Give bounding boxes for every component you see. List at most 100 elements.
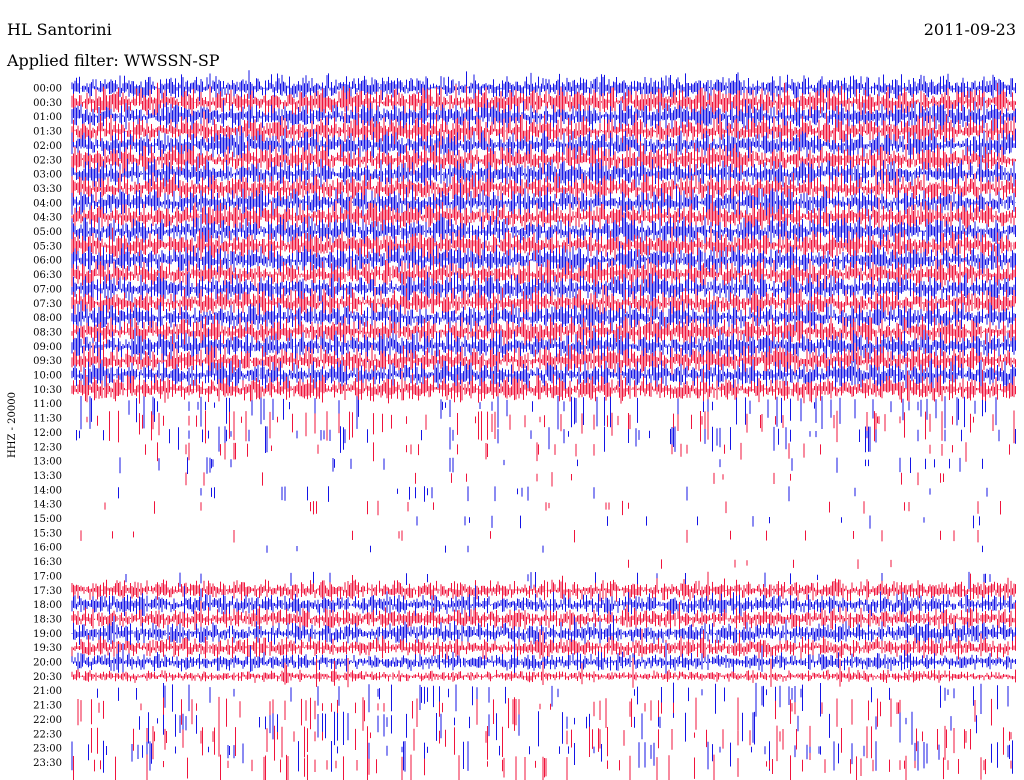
time-tick-1300: 13:00 [33,457,62,468]
time-tick-0200: 02:00 [33,141,62,152]
time-tick-0000: 00:00 [33,84,62,95]
trace-0530 [71,227,1016,263]
time-tick-2030: 20:30 [33,672,62,683]
time-tick-2230: 22:30 [33,729,62,740]
time-tick-0530: 05:30 [33,241,62,252]
trace-2130 [77,696,992,733]
trace-0500 [71,213,1016,249]
trace-2030 [71,657,1016,688]
trace-1900 [71,615,1016,646]
time-tick-0330: 03:30 [33,184,62,195]
trace-1430 [104,500,1001,516]
trace-1830 [71,600,1016,631]
time-tick-1230: 12:30 [33,442,62,453]
time-tick-0930: 09:30 [33,356,62,367]
trace-0930 [71,341,1016,378]
time-tick-2000: 20:00 [33,658,62,669]
trace-2100 [97,682,1009,718]
trace-1300 [119,457,983,474]
trace-1730 [71,571,1016,602]
time-tick-1400: 14:00 [33,485,62,496]
trace-0100 [71,97,1016,134]
trace-0300 [71,156,1016,191]
time-tick-1700: 17:00 [33,571,62,582]
date-label: 2011-09-23 [923,20,1016,39]
trace-1700 [125,571,991,590]
trace-0430 [71,197,1016,234]
time-tick-0300: 03:00 [33,170,62,181]
time-tick-1530: 15:30 [33,528,62,539]
time-tick-0130: 01:30 [33,127,62,138]
time-tick-0500: 05:00 [33,227,62,238]
time-tick-1830: 18:30 [33,614,62,625]
trace-0730 [71,283,1016,320]
time-tick-0700: 07:00 [33,284,62,295]
channel-label: HHZ - 20000 [7,392,18,458]
time-tick-1630: 16:30 [33,557,62,568]
time-tick-2300: 23:00 [33,744,62,755]
time-tick-1930: 19:30 [33,643,62,654]
station-title: HL Santorini [7,20,112,39]
time-tick-1900: 19:00 [33,629,62,640]
time-tick-1500: 15:00 [33,514,62,525]
trace-0800 [71,297,1016,335]
time-tick-2200: 22:00 [33,715,62,726]
time-tick-1430: 14:30 [33,500,62,511]
time-axis: 00:00 00:30 01:00 01:30 02:00 02:30 03:00 03:30… [33,84,62,769]
trace-0830 [71,314,1016,348]
trace-1800 [71,585,1016,618]
trace-0200 [71,125,1016,163]
time-tick-0030: 00:30 [33,98,62,109]
time-tick-1200: 12:00 [33,428,62,439]
trace-1000 [71,356,1016,392]
trace-0000 [71,70,1016,103]
time-tick-0730: 07:30 [33,299,62,310]
trace-layer [71,70,1016,780]
trace-1930 [71,628,1016,660]
trace-0900 [71,328,1016,363]
time-tick-1330: 13:30 [33,471,62,482]
time-tick-1030: 10:30 [33,385,62,396]
trace-2330 [73,754,1012,780]
time-tick-0630: 06:30 [33,270,62,281]
time-tick-1000: 10:00 [33,371,62,382]
trace-1630 [628,559,892,569]
time-tick-0100: 01:00 [33,112,62,123]
trace-1400 [118,486,988,502]
time-tick-0800: 08:00 [33,313,62,324]
time-tick-1730: 17:30 [33,586,62,597]
trace-2000 [71,642,1016,674]
trace-0600 [71,241,1016,276]
time-tick-2330: 23:30 [33,758,62,769]
trace-0400 [71,182,1016,220]
time-tick-2130: 21:30 [33,701,62,712]
time-tick-0400: 04:00 [33,198,62,209]
trace-0230 [71,141,1016,177]
time-tick-1130: 11:30 [33,414,62,425]
trace-1030 [71,369,1016,405]
trace-2200 [139,711,977,747]
trace-1330 [185,472,944,487]
trace-0700 [71,271,1016,306]
trace-2230 [91,725,1012,762]
time-tick-0230: 02:30 [33,155,62,166]
trace-1530 [80,529,979,543]
time-tick-1800: 18:00 [33,600,62,611]
time-tick-0600: 06:00 [33,256,62,267]
trace-0130 [71,111,1016,148]
trace-1130 [86,410,1015,444]
time-tick-1600: 16:00 [33,543,62,554]
time-tick-1100: 11:00 [33,399,62,410]
trace-0330 [71,168,1016,206]
trace-1230 [145,442,1010,462]
trace-0030 [71,82,1016,120]
time-tick-2100: 21:00 [33,686,62,697]
filter-label: Applied filter: WWSSN-SP [7,51,220,70]
trace-0630 [71,255,1016,291]
time-tick-0830: 08:30 [33,327,62,338]
trace-1200 [76,426,1016,453]
trace-1600 [266,545,983,553]
trace-1500 [416,515,980,529]
time-tick-0430: 04:30 [33,213,62,224]
